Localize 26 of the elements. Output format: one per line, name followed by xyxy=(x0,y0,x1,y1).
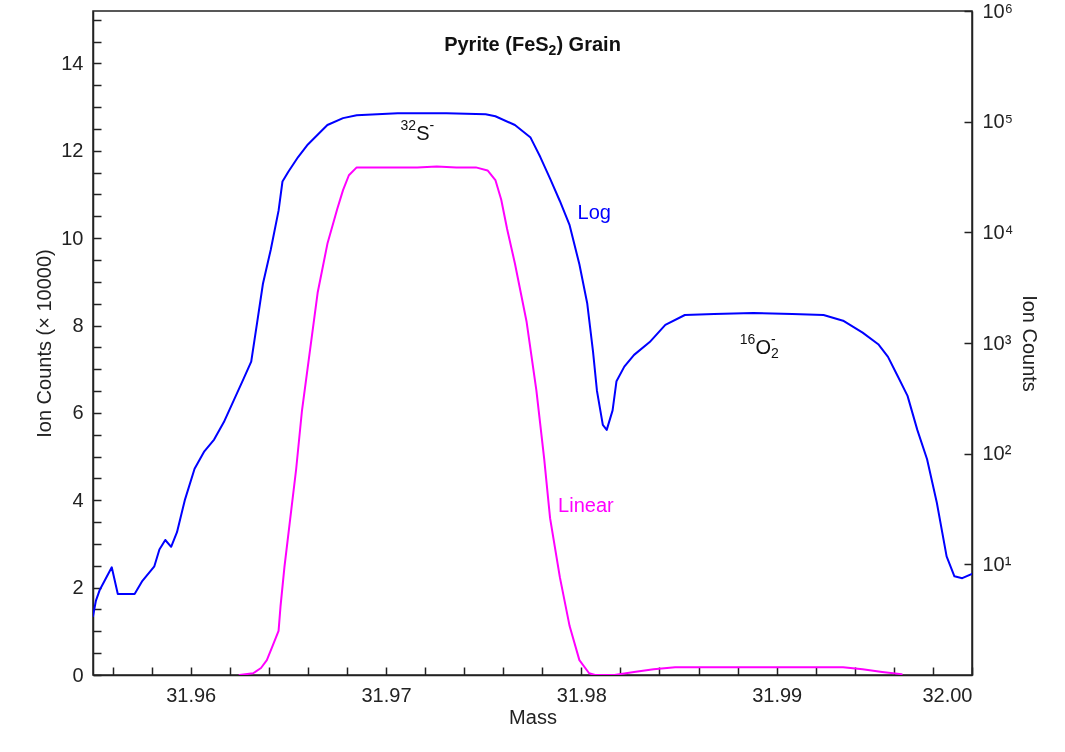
x-tick-label: 32.00 xyxy=(922,683,973,706)
series-label: Linear xyxy=(558,494,615,517)
x-tick-label: 31.96 xyxy=(166,683,217,706)
y-tick-label: 8 xyxy=(72,314,84,337)
y-tick-label: 4 xyxy=(72,488,84,511)
y2-axis-title: Ion Counts xyxy=(1019,295,1042,392)
y-tick-label: 6 xyxy=(72,401,84,424)
y2-tick-label: 10² xyxy=(982,442,1012,465)
line-series xyxy=(238,165,903,675)
y-tick-label: 12 xyxy=(61,139,84,162)
y2-tick-label: 10⁶ xyxy=(982,0,1013,22)
x-axis-title: Mass xyxy=(509,705,557,728)
y2-tick-label: 10⁵ xyxy=(982,110,1014,133)
y-tick-label: 10 xyxy=(61,226,84,249)
series-label: Log xyxy=(577,201,611,224)
y-axis-title: Ion Counts (× 10000) xyxy=(33,249,56,438)
y-tick-label: 2 xyxy=(72,576,84,599)
x-tick-label: 31.98 xyxy=(556,683,607,706)
y2-tick-label: 10⁴ xyxy=(982,220,1014,243)
y2-tick-label: 10³ xyxy=(982,331,1012,354)
y-tick-label: 14 xyxy=(61,51,84,74)
line-series xyxy=(93,112,972,618)
x-tick-label: 31.99 xyxy=(752,683,803,706)
x-tick-label: 31.97 xyxy=(361,683,412,706)
y2-tick-label: 10¹ xyxy=(982,552,1012,575)
y-tick-label: 0 xyxy=(72,663,84,686)
